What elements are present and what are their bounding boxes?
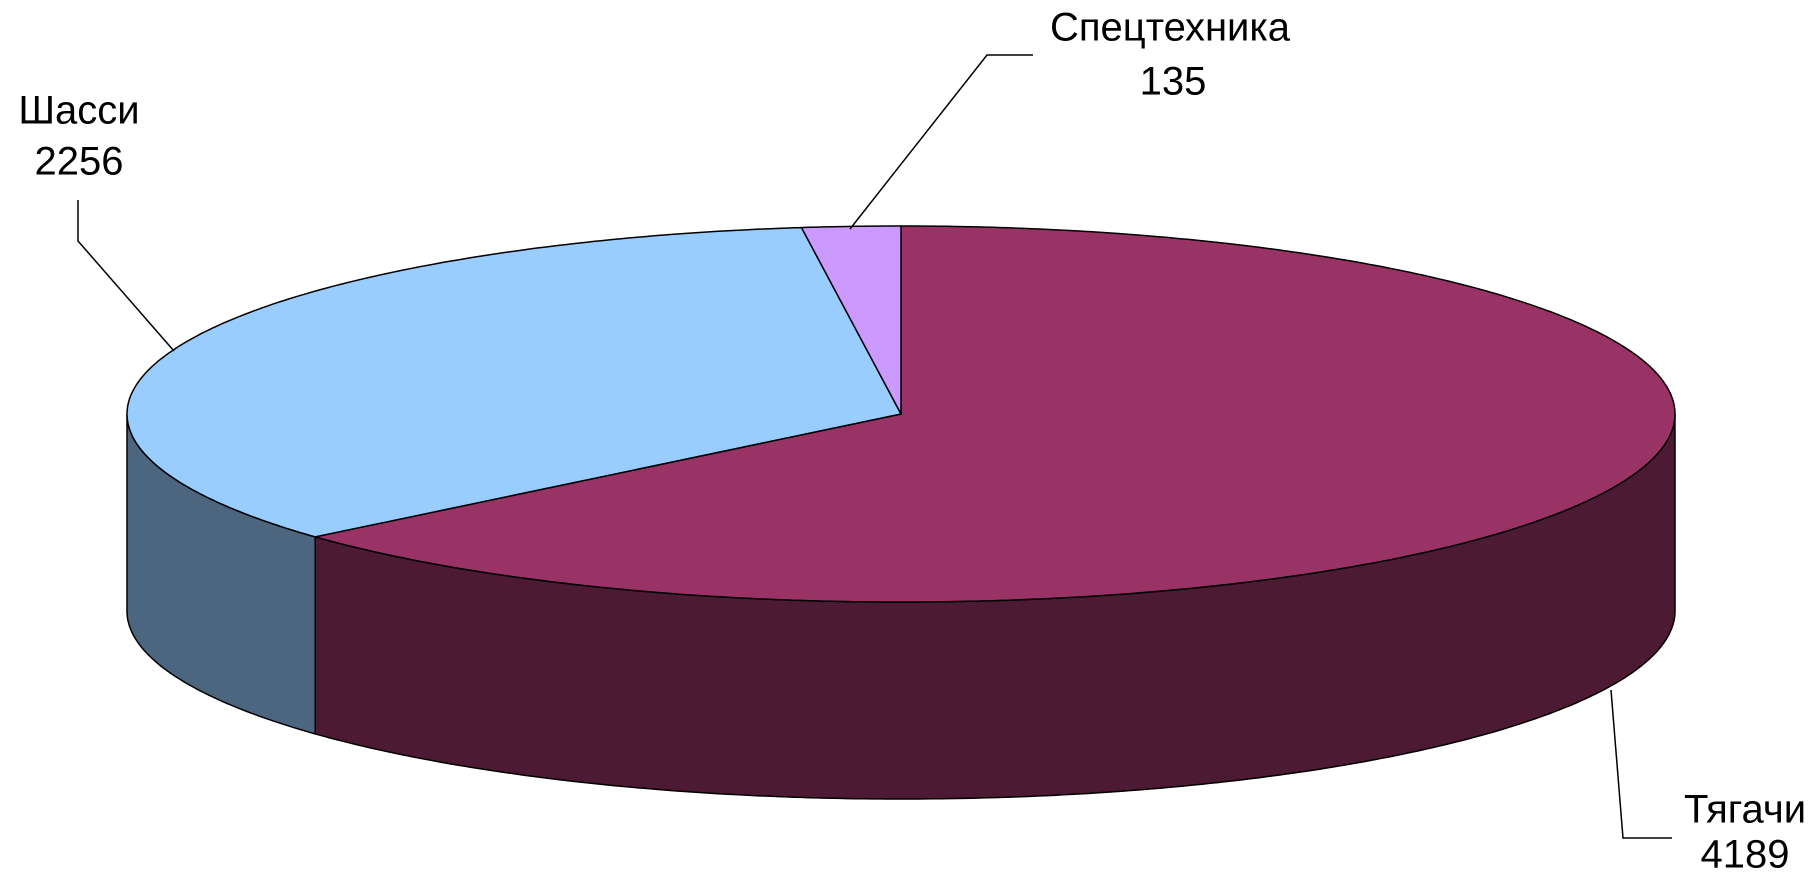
data-label-name: Спецтехника (1050, 6, 1291, 50)
slice (126, 226, 903, 538)
data-label-name: Шасси (18, 89, 139, 133)
data-label-value: 2256 (35, 140, 124, 184)
slice (315, 225, 1676, 603)
data-label-value: 4189 (1701, 833, 1790, 877)
leader-line (1610, 689, 1672, 839)
leader-line (77, 200, 175, 352)
data-label-value: 135 (1140, 60, 1207, 104)
leader-line (849, 54, 1033, 230)
data-label-name: Тягачи (1684, 788, 1806, 832)
